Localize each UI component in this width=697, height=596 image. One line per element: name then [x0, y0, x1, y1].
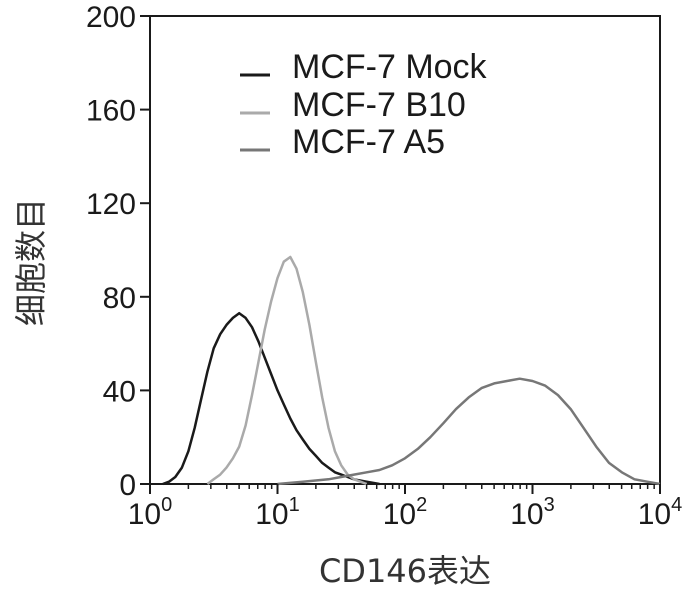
series-line-1 [206, 255, 368, 486]
legend-label-mock: MCF-7 Mock [292, 48, 488, 86]
y-tick-label: 0 [119, 469, 136, 502]
x-tick-label: 104 [638, 494, 683, 531]
y-axis-title: 细胞数目 [12, 198, 50, 326]
series-line-0 [162, 311, 380, 486]
legend-label-b10: MCF-7 B10 [292, 86, 466, 124]
x-tick-label: 101 [255, 494, 300, 531]
legend: MCF-7 Mock MCF-7 B10 MCF-7 A5 [240, 48, 488, 161]
x-axis-ticks: 100 101 102 103 104 [128, 484, 683, 531]
y-tick-label: 160 [86, 95, 136, 128]
y-tick-label: 200 [86, 1, 136, 34]
y-tick-label: 40 [103, 375, 136, 408]
y-tick-label: 120 [86, 188, 136, 221]
y-tick-label: 80 [103, 282, 136, 315]
x-axis-title: CD146表达 [319, 552, 491, 590]
x-tick-label: 103 [510, 494, 555, 531]
series-layer [162, 255, 661, 486]
y-axis-ticks: 0 40 80 120 160 200 [86, 1, 150, 502]
series-line-2 [277, 377, 661, 486]
x-tick-label: 102 [383, 494, 428, 531]
legend-label-a5: MCF-7 A5 [292, 123, 445, 161]
